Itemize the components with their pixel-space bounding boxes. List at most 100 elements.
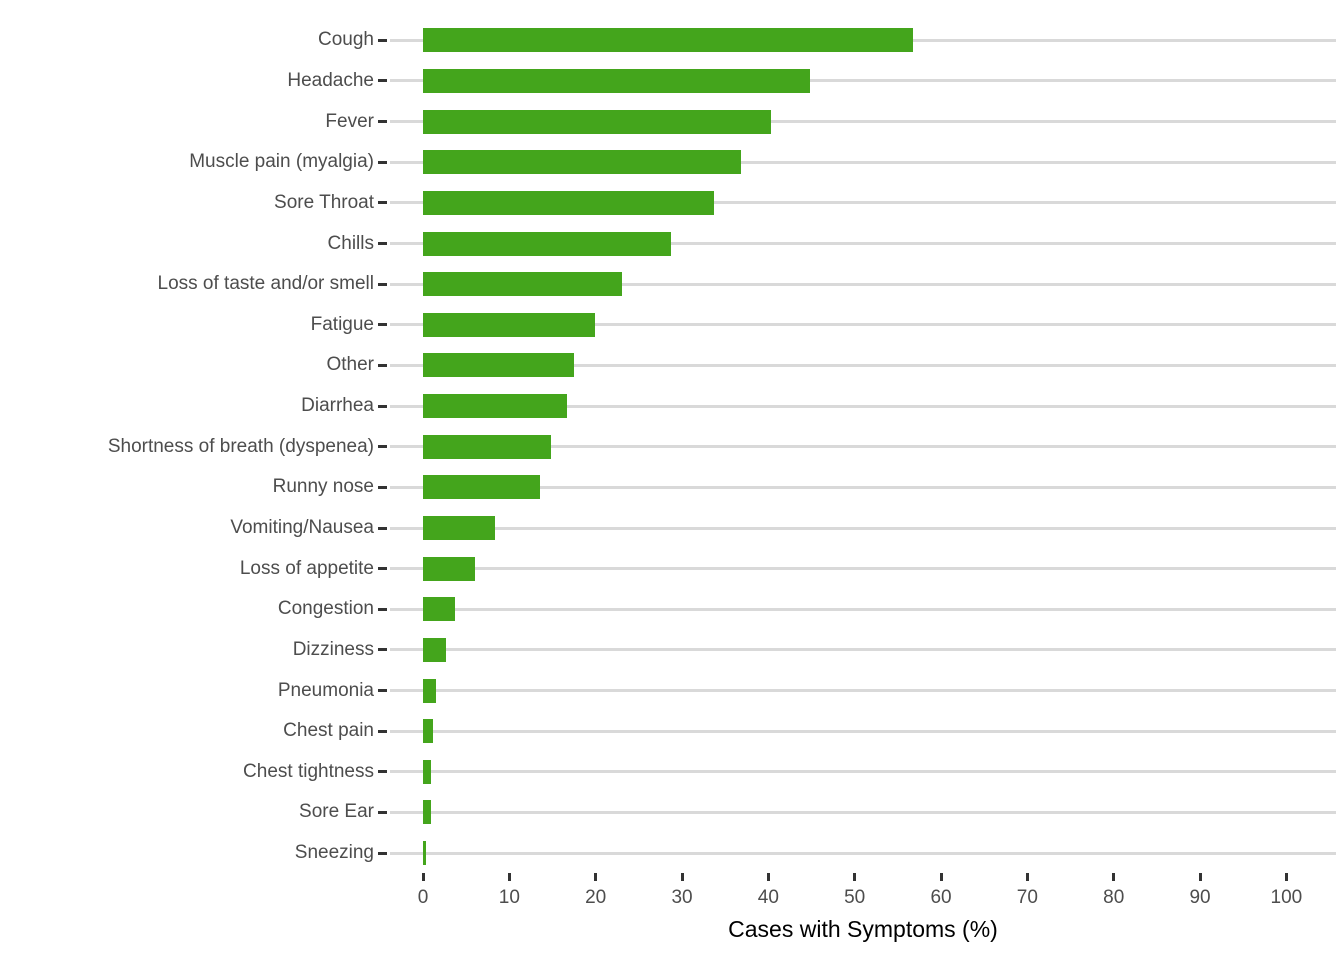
plot-area xyxy=(378,20,1336,873)
bar-chest-tightness xyxy=(423,759,431,784)
x-tick-label-40: 40 xyxy=(757,887,779,909)
y-tick-other xyxy=(378,363,387,367)
gridline-loss-of-taste-and-or-smell xyxy=(390,282,1336,286)
bar-loss-of-taste-and-or-smell xyxy=(423,272,623,297)
gridline-sore-throat xyxy=(390,201,1336,205)
bar-diarrhea xyxy=(423,394,568,419)
x-tick-label-80: 80 xyxy=(1103,887,1125,909)
y-tick-fatigue xyxy=(378,323,387,327)
gridline-chest-tightness xyxy=(390,770,1336,774)
x-tick-label-30: 30 xyxy=(671,887,693,909)
category-label-congestion: Congestion xyxy=(277,598,374,620)
gridline-other xyxy=(390,363,1336,367)
category-label-chills: Chills xyxy=(327,232,374,254)
y-tick-sore-ear xyxy=(378,810,387,814)
x-tick-90 xyxy=(1198,873,1202,882)
category-label-runny-nose: Runny nose xyxy=(272,476,374,498)
category-label-other: Other xyxy=(326,354,374,376)
y-tick-sneezing xyxy=(378,851,387,855)
x-tick-label-50: 50 xyxy=(844,887,866,909)
y-tick-headache xyxy=(378,79,387,83)
bar-congestion xyxy=(423,597,455,622)
bar-muscle-pain-myalgia xyxy=(423,150,741,175)
bar-sore-throat xyxy=(423,190,714,215)
x-tick-10 xyxy=(507,873,511,882)
category-label-muscle-pain-myalgia: Muscle pain (myalgia) xyxy=(189,151,374,173)
gridline-fever xyxy=(390,120,1336,124)
bar-headache xyxy=(423,68,810,93)
gridline-chest-pain xyxy=(390,729,1336,733)
x-tick-20 xyxy=(594,873,598,882)
y-tick-loss-of-taste-and-or-smell xyxy=(378,282,387,286)
gridline-fatigue xyxy=(390,323,1336,327)
x-tick-label-70: 70 xyxy=(1016,887,1038,909)
y-tick-chest-pain xyxy=(378,729,387,733)
gridline-chills xyxy=(390,242,1336,246)
bar-chills xyxy=(423,231,671,256)
bar-sore-ear xyxy=(423,800,431,825)
y-tick-sore-throat xyxy=(378,201,387,205)
x-tick-80 xyxy=(1112,873,1116,882)
category-label-chest-pain: Chest pain xyxy=(283,720,374,742)
gridline-shortness-of-breath-dyspenea xyxy=(390,445,1336,449)
category-label-sore-ear: Sore Ear xyxy=(299,801,374,823)
gridline-vomiting-nausea xyxy=(390,526,1336,530)
category-label-dizziness: Dizziness xyxy=(292,638,374,660)
y-tick-shortness-of-breath-dyspenea xyxy=(378,445,387,449)
bar-dizziness xyxy=(423,637,447,662)
category-label-loss-of-taste-and-or-smell: Loss of taste and/or smell xyxy=(157,273,375,295)
y-tick-vomiting-nausea xyxy=(378,526,387,530)
x-tick-label-20: 20 xyxy=(585,887,607,909)
gridline-congestion xyxy=(390,607,1336,611)
y-tick-muscle-pain-myalgia xyxy=(378,160,387,164)
category-label-cough: Cough xyxy=(318,29,374,51)
category-label-chest-tightness: Chest tightness xyxy=(243,760,374,782)
bar-other xyxy=(423,353,575,378)
x-tick-label-0: 0 xyxy=(417,887,429,909)
y-tick-fever xyxy=(378,120,387,124)
bar-sneezing xyxy=(423,841,427,866)
gridline-diarrhea xyxy=(390,404,1336,408)
gridline-pneumonia xyxy=(390,689,1336,693)
bar-loss-of-appetite xyxy=(423,556,475,581)
category-label-sneezing: Sneezing xyxy=(294,842,374,864)
bar-shortness-of-breath-dyspenea xyxy=(423,434,551,459)
x-tick-label-90: 90 xyxy=(1189,887,1211,909)
y-tick-congestion xyxy=(378,607,387,611)
gridline-muscle-pain-myalgia xyxy=(390,160,1336,164)
gridline-loss-of-appetite xyxy=(390,567,1336,571)
gridline-sore-ear xyxy=(390,810,1336,814)
category-label-shortness-of-breath-dyspenea: Shortness of breath (dyspenea) xyxy=(107,435,374,457)
x-tick-label-60: 60 xyxy=(930,887,952,909)
x-tick-50 xyxy=(853,873,857,882)
bar-cough xyxy=(423,28,914,53)
x-tick-label-100: 100 xyxy=(1270,887,1303,909)
x-tick-70 xyxy=(1025,873,1029,882)
y-tick-dizziness xyxy=(378,648,387,652)
x-tick-label-10: 10 xyxy=(498,887,520,909)
bar-fever xyxy=(423,109,771,134)
category-label-loss-of-appetite: Loss of appetite xyxy=(239,557,374,579)
bar-chest-pain xyxy=(423,719,434,744)
category-label-vomiting-nausea: Vomiting/Nausea xyxy=(230,517,374,538)
gridline-headache xyxy=(390,79,1336,83)
bar-fatigue xyxy=(423,312,595,337)
y-tick-chest-tightness xyxy=(378,770,387,774)
bar-vomiting-nausea xyxy=(423,516,495,540)
category-label-fatigue: Fatigue xyxy=(310,313,374,335)
category-label-fever: Fever xyxy=(325,110,374,132)
x-tick-60 xyxy=(939,873,943,882)
category-label-headache: Headache xyxy=(287,69,374,91)
x-tick-30 xyxy=(680,873,684,882)
y-tick-loss-of-appetite xyxy=(378,567,387,571)
y-tick-chills xyxy=(378,242,387,246)
category-label-diarrhea: Diarrhea xyxy=(301,395,374,417)
x-axis-title: Cases with Symptoms (%) xyxy=(728,916,998,942)
y-tick-cough xyxy=(378,38,387,42)
x-tick-0 xyxy=(421,873,425,882)
category-label-pneumonia: Pneumonia xyxy=(277,679,374,701)
category-label-sore-throat: Sore Throat xyxy=(274,191,374,213)
y-tick-diarrhea xyxy=(378,404,387,408)
gridline-dizziness xyxy=(390,648,1336,652)
